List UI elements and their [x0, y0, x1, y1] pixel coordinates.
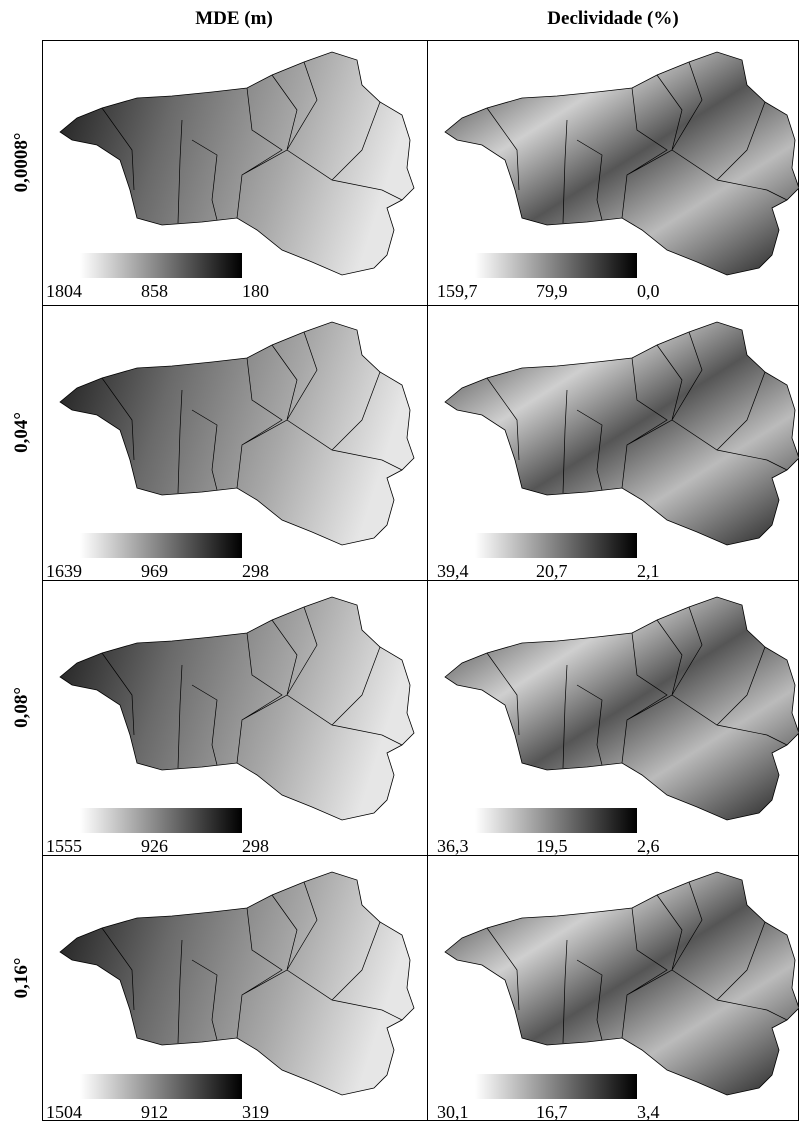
legend-label: 2,6 — [637, 836, 660, 856]
legend-bar — [80, 253, 242, 278]
legend-label: 298 — [242, 561, 269, 581]
legend-label: 79,9 — [536, 281, 568, 301]
legend-bar — [80, 808, 242, 833]
map-panel: 1639 969 298 — [46, 322, 414, 581]
map-panel: 1804 858 180 — [46, 52, 414, 301]
legend-label: 1639 — [46, 561, 82, 581]
basin-map — [60, 52, 414, 275]
basin-map — [445, 52, 799, 275]
legend-label: 159,7 — [437, 281, 478, 301]
legend-label: 36,3 — [437, 836, 469, 856]
legend-label: 19,5 — [536, 836, 568, 856]
legend-label: 16,7 — [536, 1102, 568, 1121]
legend-label: 1555 — [46, 836, 82, 856]
map-panel: 1555 926 298 — [46, 597, 414, 856]
legend-label: 20,7 — [536, 561, 568, 581]
legend-bar — [475, 1074, 637, 1099]
map-panel: 1504 912 319 — [46, 872, 414, 1121]
basin-map — [60, 872, 414, 1095]
legend-label: 1504 — [46, 1102, 82, 1121]
map-panel: 36,3 19,5 2,6 — [437, 597, 799, 856]
legend-label: 180 — [242, 281, 269, 301]
legend-label: 969 — [141, 561, 168, 581]
basin-map — [445, 872, 799, 1095]
legend-bar — [80, 1074, 242, 1099]
legend-label: 926 — [141, 836, 168, 856]
row-label: 0,16° — [11, 958, 32, 999]
legend-bar — [80, 533, 242, 558]
legend-bar — [475, 533, 637, 558]
legend-label: 30,1 — [437, 1102, 469, 1121]
map-panel: 30,1 16,7 3,4 — [437, 872, 799, 1121]
legend-label: 2,1 — [637, 561, 660, 581]
row-label: 0,08° — [11, 687, 32, 728]
legend-label: 0,0 — [637, 281, 660, 301]
column-header: MDE (m) — [195, 8, 273, 29]
row-label: 0,04° — [11, 412, 32, 453]
legend-label: 298 — [242, 836, 269, 856]
basin-map — [445, 597, 799, 820]
column-header: Declividade (%) — [547, 8, 678, 29]
legend-label: 319 — [242, 1102, 269, 1121]
basin-map — [60, 322, 414, 545]
legend-bar — [475, 808, 637, 833]
legend-label: 39,4 — [437, 561, 469, 581]
legend-label: 3,4 — [637, 1102, 660, 1121]
legend-label: 912 — [141, 1102, 168, 1121]
map-panel: 39,4 20,7 2,1 — [437, 322, 799, 581]
legend-label: 1804 — [46, 281, 82, 301]
legend-label: 858 — [141, 281, 168, 301]
basin-map — [445, 322, 799, 545]
figure: MDE (m) Declividade (%) 0,0008°180485818… — [0, 0, 799, 1121]
row-label: 0,0008° — [11, 133, 32, 193]
map-panel: 159,7 79,9 0,0 — [437, 52, 799, 301]
legend-bar — [475, 253, 637, 278]
basin-map — [60, 597, 414, 820]
